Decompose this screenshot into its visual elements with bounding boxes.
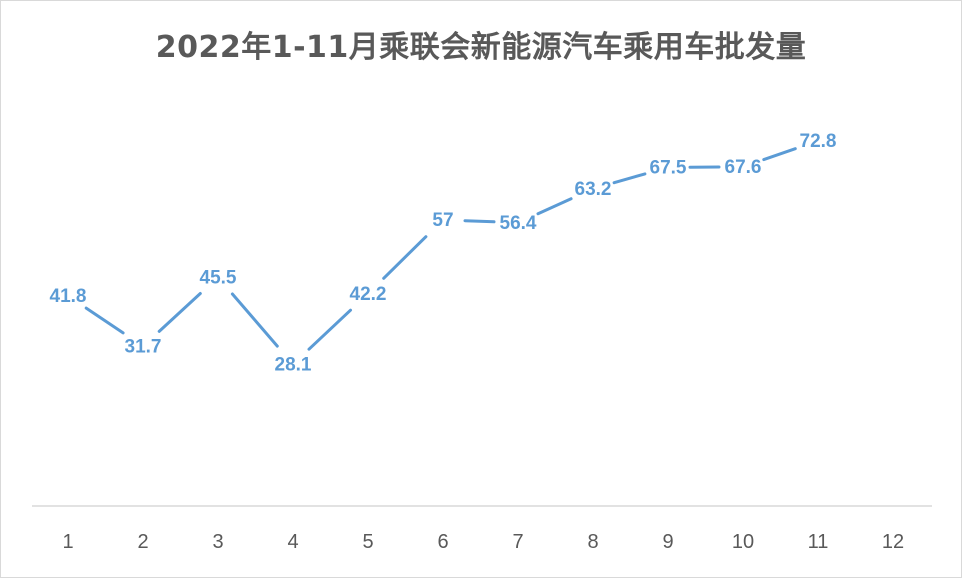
chart-title: 2022年1-11月乘联会新能源汽车乘用车批发量 [155, 30, 807, 65]
data-label: 28.1 [275, 354, 312, 375]
data-label: 41.8 [50, 286, 87, 307]
data-label: 67.5 [650, 157, 687, 178]
series-line-segment [382, 235, 428, 280]
series-line-segment [157, 292, 202, 333]
x-tick-label: 3 [212, 531, 223, 553]
x-tick-label: 7 [512, 531, 523, 553]
x-tick-label: 5 [362, 531, 373, 553]
data-label: 56.4 [500, 213, 537, 234]
data-label: 67.6 [725, 157, 762, 178]
x-tick-label: 4 [287, 531, 298, 553]
data-label: 63.2 [575, 179, 612, 200]
series-line-segment [84, 306, 125, 335]
x-tick-label: 9 [662, 531, 673, 553]
data-label: 42.2 [350, 284, 387, 305]
x-tick-label: 6 [437, 531, 448, 553]
series-line-segment [762, 147, 797, 162]
data-label: 57 [432, 210, 453, 231]
x-tick-label: 1 [62, 531, 73, 553]
series-line-segment [463, 219, 496, 224]
x-tick-label: 12 [882, 531, 904, 553]
data-label: 72.8 [800, 131, 837, 152]
x-tick-label: 8 [587, 531, 598, 553]
data-label: 45.5 [200, 267, 237, 288]
series-line-segment [612, 172, 647, 185]
x-tick-label: 11 [808, 531, 829, 553]
series-line-segment [307, 308, 352, 351]
data-label: 31.7 [125, 336, 162, 357]
series-line-segment [230, 292, 279, 348]
x-tick-label: 10 [732, 531, 754, 553]
x-tick-label: 2 [137, 531, 148, 553]
series-line-segment [536, 197, 573, 216]
